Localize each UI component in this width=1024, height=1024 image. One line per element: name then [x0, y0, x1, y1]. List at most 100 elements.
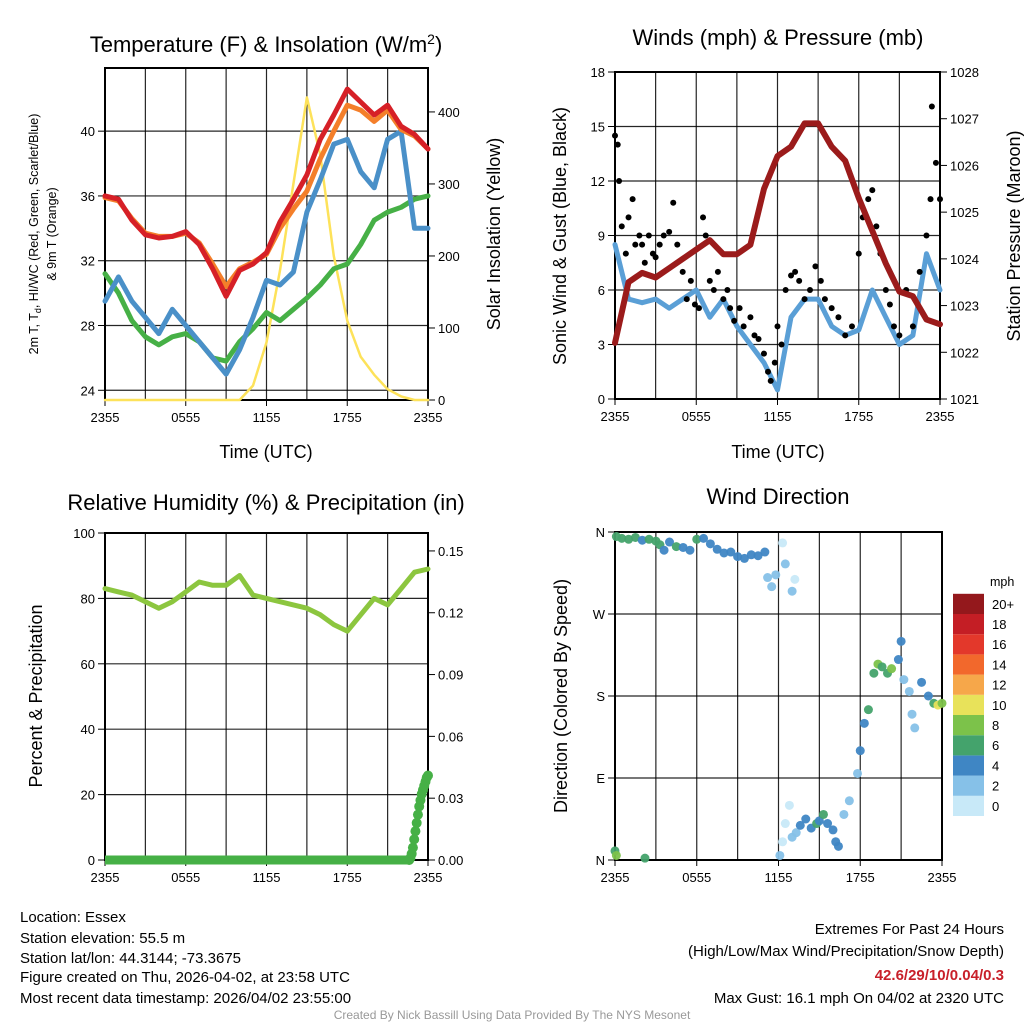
x-tick-label: 2355 [601, 870, 630, 885]
wind-direction-point [896, 636, 906, 646]
y-tick-label-right: 1027 [950, 112, 979, 127]
gust-point [710, 287, 717, 293]
wind-direction-point [907, 709, 917, 719]
wind-direction-point [859, 718, 869, 728]
y-tick-label: N [596, 525, 605, 540]
y-tick-label-right: 1021 [950, 392, 979, 407]
temperature-panel-title: Temperature (F) & Insolation (W/m2) [90, 31, 443, 57]
x-tick-label: 2355 [414, 870, 443, 885]
x-tick-label: 2355 [601, 409, 630, 424]
colorbar-swatch [953, 715, 984, 736]
wind-direction-point [910, 723, 920, 733]
y-tick-label: 18 [591, 65, 605, 80]
gust-point [890, 323, 897, 330]
wind-direction-point [814, 816, 824, 826]
footer-elevation: Station elevation: 55.5 m [20, 930, 185, 947]
wind-direction-point [760, 547, 770, 557]
gust-point [666, 228, 673, 235]
y-tick-label-right: 0.12 [438, 606, 463, 621]
gust-point [636, 232, 643, 239]
gust-point [641, 259, 648, 266]
wind-direction-point [753, 551, 763, 561]
gust-point [828, 305, 835, 312]
x-tick-label: 2355 [926, 409, 955, 424]
y-tick-label-right: 1024 [950, 252, 979, 267]
wind-direction-point [712, 544, 722, 554]
gust-point [807, 287, 813, 293]
gust-point [618, 223, 625, 230]
gust-point [700, 214, 707, 221]
y-tick-label-right: 1028 [950, 65, 979, 80]
wind-direction-point [893, 655, 903, 665]
colorbar-swatch [953, 614, 984, 635]
x-tick-label: 1155 [253, 410, 281, 425]
gust-point [727, 305, 734, 312]
y-tick-label: 36 [81, 189, 95, 204]
wind-direction-point [778, 837, 788, 847]
wind-direction-point [795, 820, 805, 830]
y-tick-label-right: 1026 [950, 158, 979, 173]
gust-point [882, 287, 889, 293]
wind-direction-point [937, 698, 947, 708]
gust-point [695, 305, 702, 312]
humidity-y-label: Percent & Precipitation [26, 604, 46, 787]
y-tick-label: 6 [598, 283, 605, 298]
gust-point [771, 359, 778, 366]
gust-point [736, 305, 743, 312]
x-tick-label: 0555 [682, 409, 711, 424]
gust-point [724, 287, 731, 293]
colorbar-swatch [953, 775, 984, 796]
x-tick-label: 1755 [333, 870, 362, 885]
wind-direction-point [630, 532, 640, 542]
y-tick-label-right: 0.06 [438, 729, 463, 744]
colorbar-label: 10 [992, 698, 1006, 713]
plot-frame [614, 531, 943, 861]
colorbar-label: 0 [992, 799, 999, 814]
colorbar-label: 2 [992, 779, 999, 794]
gust-point [937, 196, 943, 203]
direction-y-label: Direction (Colored By Speed) [551, 579, 571, 813]
temperature-x-label: Time (UTC) [219, 442, 312, 462]
wind-direction-point [644, 534, 654, 544]
gust-point [625, 214, 632, 221]
wind-direction-point [877, 662, 887, 672]
y-tick-label: 28 [81, 319, 95, 334]
gust-point [778, 341, 785, 348]
colorbar-swatch [953, 593, 984, 614]
wind-direction-point [739, 553, 749, 563]
colorbar-label: 20+ [992, 597, 1014, 612]
y-tick-label: 60 [81, 657, 95, 672]
footer-recent-data: Most recent data timestamp: 2026/04/02 2… [20, 990, 351, 1007]
wind-direction-point [790, 574, 800, 584]
gust-point [765, 368, 772, 375]
gust-point [821, 296, 828, 303]
gust-point [670, 199, 677, 206]
x-tick-label: 1155 [253, 870, 281, 885]
wind-direction-point [844, 796, 854, 806]
wind-direction-point [637, 535, 647, 545]
precipitation-point [411, 817, 422, 828]
credit-line: Created By Nick Bassill Using Data Provi… [334, 1008, 691, 1022]
gust-point [896, 332, 903, 339]
wind-direction-point [767, 582, 777, 592]
colorbar-label: 16 [992, 637, 1006, 652]
heat-index-windchill-line [102, 128, 431, 377]
wind-direction-point [685, 545, 695, 555]
winds-panel-title: Winds (mph) & Pressure (mb) [633, 25, 924, 50]
relative-humidity-line [102, 566, 431, 634]
colorbar-swatch [953, 694, 984, 715]
gust-point [842, 332, 849, 339]
colorbar-swatch [953, 755, 984, 776]
panel-2: 0 20 40 60 80 100 0.00 0.03 0.06 0.09 0.12 0.15 2355… [73, 526, 463, 885]
gust-point [909, 323, 916, 330]
wind-direction-point [887, 664, 897, 674]
gust-point [614, 141, 621, 148]
plot-frame [104, 67, 429, 401]
y-tick-label: N [596, 853, 605, 868]
gust-point [622, 250, 629, 257]
direction-panel-title: Wind Direction [706, 484, 849, 509]
temperature-y-label: 2m T, Td, HI/WC (Red, Green, Scarlet/Blu… [27, 114, 43, 355]
wind-direction-point [775, 850, 785, 860]
footer-latlon: Station lat/lon: 44.3144; -73.3675 [20, 950, 241, 967]
gust-point [660, 232, 667, 239]
